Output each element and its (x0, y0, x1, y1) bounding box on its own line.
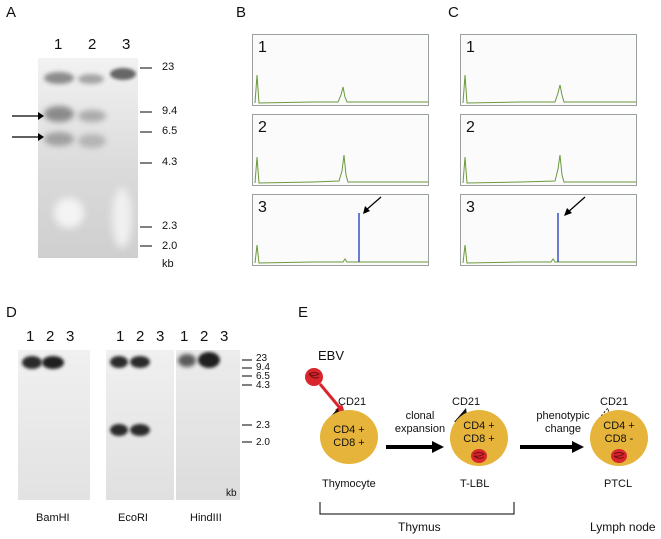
marker-label: 23 (256, 353, 268, 364)
enzyme-label: BamHI (36, 512, 70, 524)
genescan-trace: 3 (460, 194, 637, 266)
marker-label: 6.5 (256, 371, 270, 382)
genescan-trace: 3 (252, 194, 429, 266)
trace-number: 2 (258, 119, 267, 136)
enzyme-label: EcoRI (118, 512, 148, 524)
lane-label: 3 (220, 328, 229, 345)
location-label: Lymph node (590, 520, 656, 534)
marker-label: 4.3 (256, 380, 270, 391)
panel-label-b: B (236, 4, 247, 21)
panel-label-e: E (298, 304, 309, 321)
thymocyte-cell (320, 410, 378, 464)
marker-label: 2.0 (162, 240, 178, 252)
band-arrows (12, 112, 44, 141)
cell-markers: CD4 + CD8 - (603, 420, 635, 445)
cell-markers: CD4 + CD8 + (333, 424, 365, 449)
panel-label-d: D (6, 304, 17, 321)
cell-name: PTCL (604, 478, 633, 490)
trace-number: 1 (258, 39, 267, 56)
unit-label: kb (162, 258, 174, 270)
arrow-label: clonal expansion (394, 410, 446, 435)
enzyme-label: HindIII (190, 512, 222, 524)
genescan-trace: 1 (252, 34, 429, 106)
cd21-label: CD21 (600, 396, 629, 408)
arrow-label: phenotypic change (536, 410, 590, 435)
panel-label-c: C (448, 4, 459, 21)
cell-markers: CD4 + CD8 + (463, 420, 495, 445)
cd21-label: CD21 (452, 396, 481, 408)
lane-label: 2 (46, 328, 55, 345)
genescan-trace: 1 (460, 34, 637, 106)
arrow-icon (386, 441, 444, 453)
lane-label: 2 (200, 328, 209, 345)
cell-name: Thymocyte (322, 478, 376, 490)
trace-number: 2 (466, 119, 475, 136)
blot-ecori (106, 350, 174, 500)
ebv-label: EBV (318, 348, 345, 363)
marker-label: 4.3 (162, 156, 178, 168)
lane-label: 3 (66, 328, 75, 345)
lane-label: 1 (180, 328, 189, 345)
marker-label: 9.4 (256, 362, 270, 373)
lane-label: 1 (116, 328, 125, 345)
marker-label: 2.0 (256, 437, 270, 448)
thymus-bracket (319, 502, 515, 515)
ebv-genome-icon (611, 449, 627, 463)
arrow-icon (520, 441, 584, 453)
genescan-trace: 2 (460, 114, 637, 186)
lane-label: 1 (26, 328, 35, 345)
marker-ticks-d (242, 359, 252, 443)
genescan-trace: 2 (252, 114, 429, 186)
marker-label: 6.5 (162, 125, 178, 137)
marker-label: 23 (162, 61, 175, 73)
location-label: Thymus (398, 520, 441, 534)
lane-label: 2 (136, 328, 145, 345)
blot-bamhi (18, 350, 90, 500)
trace-number: 3 (466, 199, 475, 216)
blot-hindiii (176, 350, 240, 500)
marker-label: 2.3 (256, 420, 270, 431)
marker-label: 9.4 (162, 105, 178, 117)
trace-number: 3 (258, 199, 267, 216)
ebv-genome-icon (471, 449, 487, 463)
cell-name: T-LBL (460, 478, 490, 490)
lane-label: 3 (156, 328, 165, 345)
panel-label-a: A (6, 4, 17, 21)
lane-label: 3 (122, 36, 131, 53)
cd21-label: CD21 (338, 396, 367, 408)
marker-ticks (140, 67, 152, 247)
marker-label: 2.3 (162, 220, 178, 232)
southern-blot-gel-a (38, 58, 138, 258)
lane-label: 1 (54, 36, 63, 53)
lane-label: 2 (88, 36, 97, 53)
trace-number: 1 (466, 39, 475, 56)
unit-label: kb (226, 488, 237, 499)
